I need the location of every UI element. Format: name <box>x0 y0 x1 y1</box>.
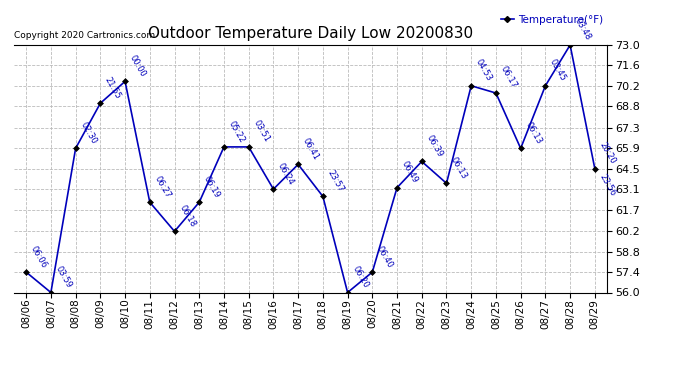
Legend: Temperature(°F): Temperature(°F) <box>497 10 607 28</box>
Text: 03:48: 03:48 <box>573 17 593 42</box>
Text: 03:51: 03:51 <box>251 119 271 144</box>
Text: 03:59: 03:59 <box>54 264 73 290</box>
Text: 06:40: 06:40 <box>375 244 395 269</box>
Text: 06:17: 06:17 <box>499 65 518 90</box>
Text: 06:24: 06:24 <box>276 161 296 186</box>
Text: 06:20: 06:20 <box>351 264 370 290</box>
Text: 06:19: 06:19 <box>202 174 221 200</box>
Text: 06:18: 06:18 <box>177 203 197 229</box>
Text: 06:06: 06:06 <box>29 244 49 269</box>
Text: Copyright 2020 Cartronics.com: Copyright 2020 Cartronics.com <box>14 31 155 40</box>
Text: 04:53: 04:53 <box>474 58 494 83</box>
Text: 06:41: 06:41 <box>301 136 321 162</box>
Text: 02:30: 02:30 <box>79 120 98 146</box>
Text: 06:49: 06:49 <box>400 160 420 185</box>
Text: 23:56: 23:56 <box>598 173 618 198</box>
Title: Outdoor Temperature Daily Low 20200830: Outdoor Temperature Daily Low 20200830 <box>148 26 473 41</box>
Text: 06:39: 06:39 <box>424 134 444 159</box>
Text: 00:00: 00:00 <box>128 54 148 79</box>
Text: 03:45: 03:45 <box>548 58 568 83</box>
Text: 06:27: 06:27 <box>152 174 172 200</box>
Text: 05:22: 05:22 <box>227 119 246 144</box>
Text: 21:55: 21:55 <box>103 75 123 100</box>
Text: 20:20: 20:20 <box>598 141 618 166</box>
Text: 23:57: 23:57 <box>326 168 346 194</box>
Text: 06:13: 06:13 <box>449 155 469 180</box>
Text: 06:13: 06:13 <box>524 120 543 146</box>
